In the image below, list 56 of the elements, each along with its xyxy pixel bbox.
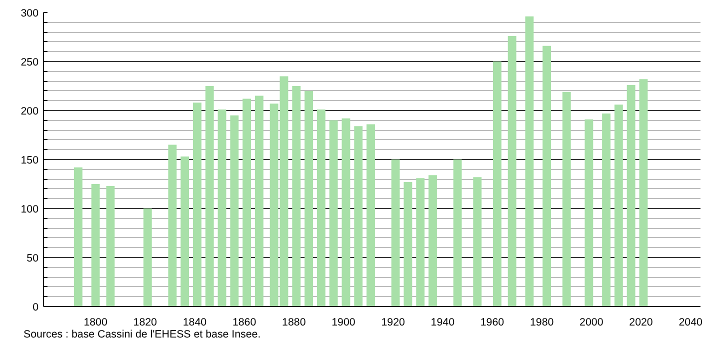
bar bbox=[316, 110, 326, 306]
bar bbox=[453, 160, 462, 306]
bar bbox=[342, 118, 350, 306]
bar bbox=[292, 86, 301, 306]
y-tick-label: 100 bbox=[20, 204, 39, 216]
x-tick-label: 1920 bbox=[381, 316, 405, 328]
bar bbox=[584, 119, 594, 306]
bar bbox=[205, 86, 214, 306]
x-tick-label: 1900 bbox=[332, 316, 356, 328]
bar bbox=[329, 120, 338, 306]
x-tick-label: 1840 bbox=[182, 316, 207, 328]
bar bbox=[602, 113, 611, 306]
x-tick-label: 1820 bbox=[133, 316, 158, 328]
bar bbox=[626, 85, 636, 306]
x-tick-label: 1940 bbox=[430, 316, 455, 328]
bar bbox=[473, 177, 482, 306]
y-tick-label: 50 bbox=[26, 252, 39, 264]
x-tick-label: 1880 bbox=[282, 316, 306, 328]
x-tick-label: 2040 bbox=[678, 316, 703, 328]
bar bbox=[230, 115, 239, 306]
bar bbox=[168, 144, 177, 306]
x-tick-label: 1800 bbox=[84, 316, 108, 328]
bar bbox=[525, 16, 534, 306]
bar bbox=[143, 208, 152, 306]
bar bbox=[193, 102, 202, 306]
x-tick-label: 2020 bbox=[629, 316, 653, 328]
bar bbox=[180, 156, 190, 306]
bar bbox=[74, 167, 82, 306]
y-tick-label: 150 bbox=[20, 154, 39, 166]
y-tick-label: 250 bbox=[20, 56, 39, 68]
x-tick-label: 2000 bbox=[580, 316, 604, 328]
bar bbox=[542, 46, 551, 306]
bar bbox=[639, 79, 648, 306]
bar bbox=[492, 62, 502, 306]
bar bbox=[614, 104, 623, 306]
y-tick-label: 200 bbox=[20, 106, 39, 118]
bar bbox=[508, 36, 516, 306]
bar bbox=[304, 90, 313, 306]
y-tick-label: 300 bbox=[20, 8, 39, 20]
bar bbox=[218, 110, 226, 306]
bar bbox=[562, 92, 571, 306]
bar bbox=[366, 124, 375, 306]
bar bbox=[91, 184, 100, 306]
bar bbox=[416, 178, 425, 306]
x-tick-label: 1960 bbox=[480, 316, 504, 328]
bar bbox=[242, 98, 252, 306]
bar bbox=[354, 126, 363, 306]
source-note: Sources : base Cassini de l'EHESS et base Insee. bbox=[24, 328, 261, 340]
y-tick-label: 0 bbox=[32, 302, 39, 314]
bar bbox=[428, 175, 437, 306]
bar bbox=[391, 160, 400, 306]
bar bbox=[404, 182, 412, 306]
x-tick-label: 1980 bbox=[530, 316, 554, 328]
bar bbox=[254, 96, 264, 306]
bar bbox=[106, 186, 115, 306]
x-tick-label: 1860 bbox=[232, 316, 256, 328]
